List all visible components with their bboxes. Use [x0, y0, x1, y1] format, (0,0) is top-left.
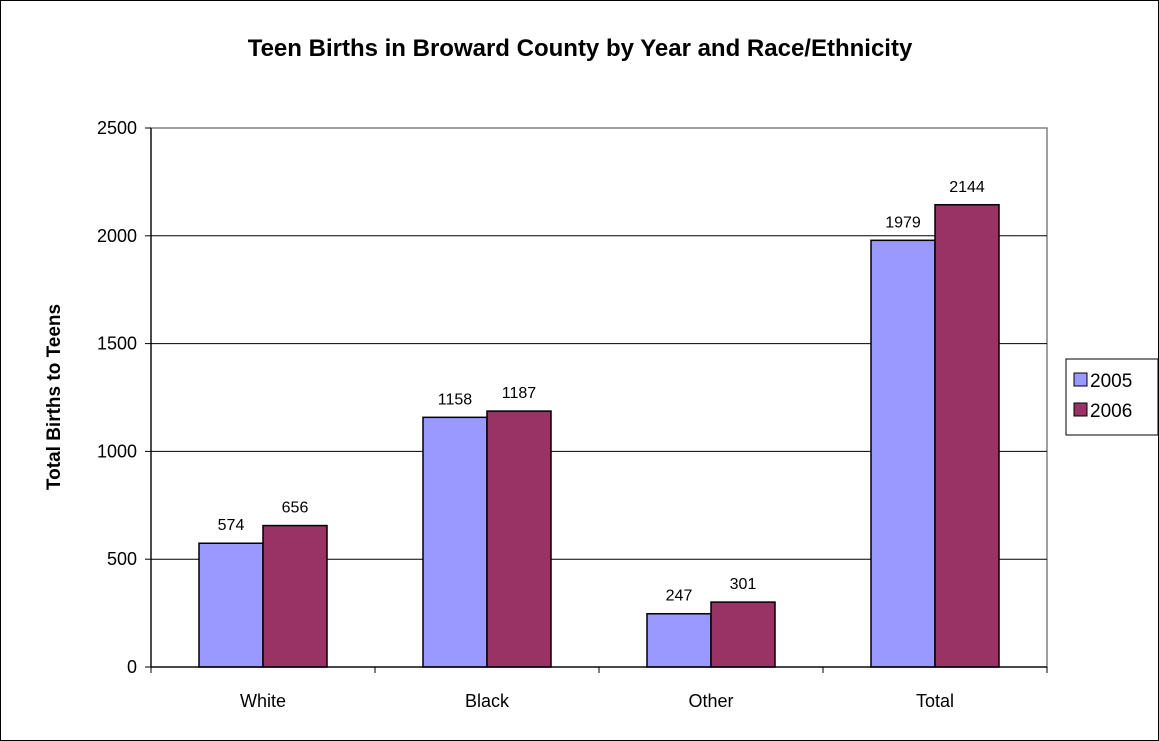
data-label: 1979 — [885, 214, 921, 231]
x-tick-label: White — [240, 691, 286, 711]
legend-label: 2006 — [1090, 401, 1132, 422]
data-label: 656 — [282, 500, 309, 517]
bar-2005-black — [422, 416, 488, 668]
y-tick-label: 500 — [107, 549, 137, 569]
y-tick-label: 2500 — [97, 118, 137, 138]
legend-box — [1065, 358, 1159, 436]
y-tick-label: 1000 — [97, 441, 137, 461]
legend-swatch — [1073, 402, 1088, 417]
data-label: 574 — [218, 517, 245, 534]
x-tick-label: Other — [688, 691, 733, 711]
y-tick-label: 0 — [127, 657, 137, 677]
axes: 0 500 1000 1500 2000 2500 White Black Other Total — [97, 118, 1048, 711]
bar-2006-other — [710, 601, 776, 668]
x-tick-label: Black — [465, 691, 510, 711]
legend-swatch — [1073, 372, 1088, 387]
bar-2005-other — [646, 612, 712, 668]
y-tick-label: 1500 — [97, 334, 137, 354]
data-label: 247 — [666, 588, 693, 605]
bar-2005-total — [870, 239, 936, 668]
data-label: 2144 — [949, 179, 985, 196]
bar-2005-white — [198, 542, 264, 668]
bars — [198, 204, 1000, 668]
data-labels: 574 656 1158 1187 247 301 1979 2144 — [218, 179, 985, 605]
chart-title: Teen Births in Broward County by Year an… — [248, 35, 913, 62]
bar-2006-total — [934, 204, 1000, 668]
data-label: 301 — [730, 576, 757, 593]
bar-2006-black — [486, 410, 552, 668]
legend-label: 2005 — [1090, 371, 1132, 392]
y-axis-label: Total Births to Teens — [44, 304, 65, 490]
x-tick-label: Total — [916, 691, 954, 711]
data-label: 1187 — [502, 385, 537, 402]
y-tick-label: 2000 — [97, 226, 137, 246]
bar-2006-white — [262, 524, 328, 668]
data-label: 1158 — [438, 391, 473, 408]
legend: 2005 2006 — [1065, 358, 1159, 436]
